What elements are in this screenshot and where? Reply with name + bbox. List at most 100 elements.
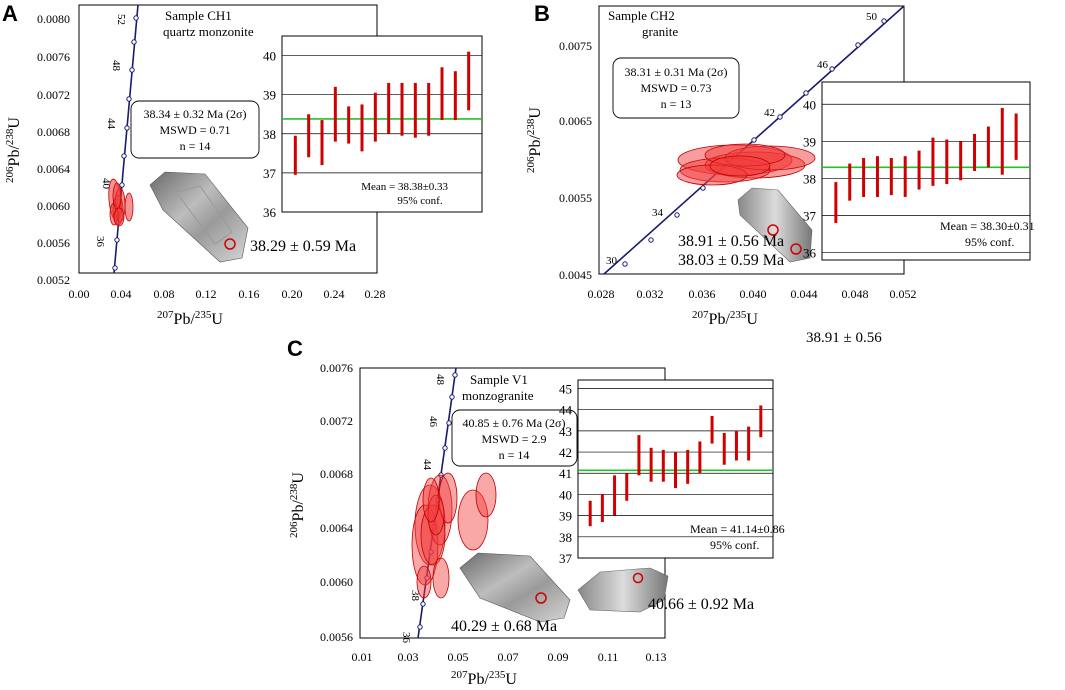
y-tick-label: 0.0065 — [559, 114, 592, 128]
concordia-marker — [133, 15, 139, 21]
concordia-marker — [420, 601, 426, 607]
x-tick-label: 0.09 — [548, 650, 569, 664]
panel-a-analysis-spot — [224, 238, 236, 250]
concordia-marker — [751, 137, 757, 143]
y-tick-label: 0.0056 — [320, 630, 353, 644]
panel-c-spot-age: 40.66 ± 0.92 Ma — [648, 596, 754, 613]
y-tick-label: 0.0056 — [37, 236, 70, 250]
panel-b-conf-label: 95% conf. — [965, 235, 1014, 249]
inset-tick-label: 37 — [263, 166, 277, 181]
y-tick-label: 0.0064 — [320, 521, 353, 535]
panel-c-sample-name: Sample V1 — [470, 372, 528, 387]
x-tick-label: 0.028 — [588, 287, 615, 301]
x-tick-label: 0.24 — [324, 287, 345, 301]
x-tick-label: 0.07 — [498, 650, 519, 664]
error-ellipse — [124, 192, 134, 222]
concordia-age-label: 36 — [400, 632, 412, 644]
panel-c-error-ellipses — [411, 472, 497, 599]
panel-b-analysis-spot — [767, 224, 779, 236]
panel-b-sample-name: Sample CH2 — [608, 8, 675, 23]
error-ellipse — [112, 182, 122, 210]
concordia-marker — [829, 66, 835, 72]
inset-tick-label: 42 — [559, 445, 572, 460]
panel-c-inset-content: 45 44 43 42 41 40 39 38 37 — [559, 381, 773, 566]
concordia-marker — [442, 445, 448, 451]
concordia-age-label: 42 — [764, 107, 775, 119]
panel-a-concordia-curve — [113, 4, 139, 274]
panel-b-analysis-spot — [790, 243, 802, 255]
x-tick-label: 0.04 — [111, 287, 132, 301]
panel-a-spot-age: 38.29 ± 0.59 Ma — [250, 238, 356, 255]
y-tick-label: 0.0060 — [320, 575, 353, 589]
concordia-marker — [452, 372, 458, 378]
panel-a: A 0.0080 0.0076 0.0072 0.0068 0.0064 0.0… — [2, 1, 483, 328]
inset-tick-label: 38 — [559, 530, 572, 545]
error-ellipse — [457, 489, 489, 551]
panel-c: C 0.0076 0.0072 0.0068 0.0064 0.0060 0.0… — [287, 336, 785, 688]
panel-b-mean-label: Mean = 38.30±0.31 — [940, 219, 1035, 233]
concordia-age-label: 36 — [94, 236, 106, 248]
panel-a-conf-label: 95% conf. — [397, 195, 442, 207]
panel-a-y-ticks: 0.0080 0.0076 0.0072 0.0068 0.0064 0.006… — [37, 12, 70, 287]
panel-c-concordia-curve — [417, 367, 457, 639]
y-tick-label: 0.0076 — [320, 361, 353, 375]
inset-tick-label: 37 — [803, 209, 817, 224]
x-tick-label: 0.08 — [154, 287, 175, 301]
panel-c-rock-type: monzogranite — [462, 388, 534, 403]
x-tick-label: 0.048 — [842, 287, 869, 301]
inset-tick-label: 39 — [263, 88, 276, 103]
inset-tick-label: 44 — [559, 403, 573, 418]
panel-b-x-ticks: 0.028 0.032 0.036 0.040 0.044 0.048 0.05… — [588, 287, 917, 301]
y-tick-label: 0.0068 — [320, 467, 353, 481]
concordia-marker — [129, 67, 135, 73]
concordia-marker — [881, 18, 887, 24]
inset-tick-label: 40 — [559, 487, 572, 502]
panel-a-zircon-zoning — [175, 185, 233, 245]
panel-c-result-mswd: MSWD = 2.9 — [481, 432, 546, 446]
concordia-age-label: 50 — [866, 11, 878, 23]
concordia-age-label: 40 — [100, 178, 112, 190]
y-tick-label: 0.0045 — [559, 268, 592, 282]
x-tick-label: 0.13 — [646, 650, 667, 664]
panel-a-result-mswd: MSWD = 0.71 — [159, 123, 230, 137]
panel-c-result-box — [451, 409, 578, 467]
x-tick-label: 0.01 — [352, 650, 373, 664]
panel-a-result-age: 38.34 ± 0.32 Ma (2σ) — [143, 107, 246, 121]
panel-b-spot-age: 38.91 ± 0.56 Ma — [678, 233, 784, 250]
concordia-marker — [855, 42, 861, 48]
panel-a-inset-frame — [281, 35, 483, 213]
y-tick-label: 0.0060 — [37, 199, 70, 213]
panel-c-y-ticks: 0.0076 0.0072 0.0068 0.0064 0.0060 0.005… — [320, 361, 353, 644]
panel-b-result-box — [612, 57, 740, 119]
concordia-marker — [428, 549, 434, 555]
inset-tick-label: 39 — [559, 509, 572, 524]
concordia-age-label: 52 — [115, 14, 127, 25]
panel-c-zircon-cl-image-2 — [577, 567, 669, 613]
panel-b-extra-age-text: 38.91 ± 0.56 — [806, 330, 882, 346]
panel-c-zircon-cl-image-1 — [459, 552, 571, 623]
panel-b-inset-content: 40 39 38 37 36 — [803, 97, 1030, 261]
y-tick-label: 0.0076 — [37, 50, 70, 64]
x-tick-label: 0.044 — [791, 287, 818, 301]
panel-c-analysis-spot — [535, 592, 547, 604]
concordia-age-label: 48 — [110, 60, 122, 72]
concordia-marker — [446, 420, 452, 426]
x-tick-label: 0.03 — [398, 650, 419, 664]
error-ellipse — [475, 472, 497, 518]
concordia-marker — [431, 524, 437, 530]
panel-c-analysis-spot — [632, 572, 644, 584]
concordia-marker — [114, 237, 120, 243]
panel-b-concordia-age-labels: 50 46 42 34 30 — [606, 11, 878, 267]
concordia-marker — [124, 125, 130, 131]
panel-b-rock-type: granite — [642, 24, 678, 39]
inset-tick-label: 38 — [263, 127, 276, 142]
y-tick-label: 0.0068 — [37, 125, 70, 139]
concordia-age-label: 48 — [434, 374, 446, 386]
panel-b-spot-age: 38.03 ± 0.59 Ma — [678, 252, 784, 269]
panel-b-y-ticks: 0.0075 0.0065 0.0055 0.0045 — [559, 39, 592, 282]
panel-c-conf-label: 95% conf. — [710, 538, 759, 552]
concordia-marker — [121, 153, 127, 159]
error-ellipse — [416, 565, 432, 599]
panel-c-weighted-mean-inset: 45 44 43 42 41 40 39 38 37 Mean = 41.14±0.86 95%… — [559, 379, 785, 566]
